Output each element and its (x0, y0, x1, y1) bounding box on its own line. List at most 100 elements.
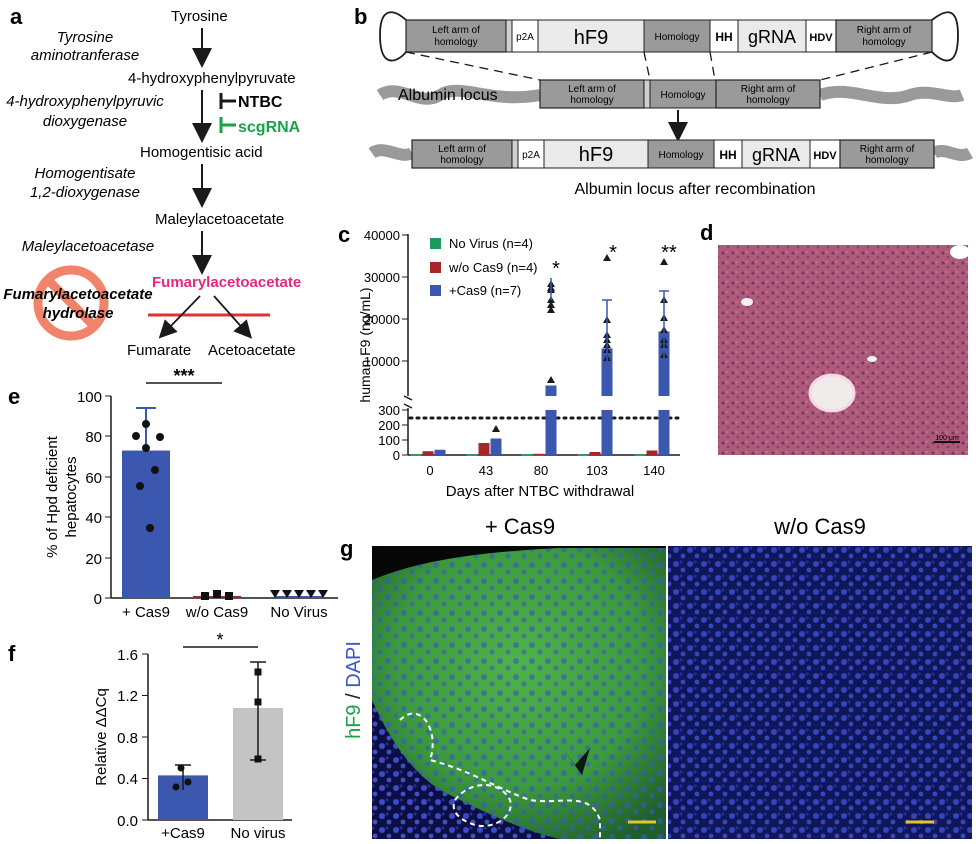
donor-homology: Homology (654, 32, 699, 43)
rec-homology: Homology (658, 150, 703, 161)
enzyme-5b: hydrolase (43, 305, 114, 322)
f-ytick-0.4: 0.4 (117, 771, 138, 788)
e-square-2 (225, 592, 233, 600)
panel-letter-c: c (338, 222, 350, 247)
metabolite-maleyl: Maleylacetoacetate (155, 211, 284, 228)
enzyme-3b: 1,2-dioxygenase (30, 184, 140, 201)
c-bars (410, 254, 670, 456)
ban-icon (33, 265, 109, 341)
c-star-140: ** (661, 242, 677, 264)
arrow-acetoacetate (213, 295, 252, 339)
e-ytick-40: 40 (85, 510, 102, 527)
rec-p2a: p2A (522, 150, 540, 161)
product-fumarate: Fumarate (127, 342, 191, 359)
c-bar-0-4 (634, 454, 646, 456)
c-legend-swatch-cas9 (430, 285, 441, 296)
donor-hf9: hF9 (574, 27, 608, 49)
metabolite-fumaryl: Fumarylacetoacetate (152, 274, 301, 291)
recombined-label: Albumin locus after recombination (574, 181, 815, 198)
f-ytick-1.6: 1.6 (117, 647, 138, 664)
locus-homology: Homology (660, 90, 705, 101)
e-tri-2 (294, 590, 304, 598)
e-xtick-novirus: No Virus (270, 604, 327, 621)
c-legend-cas9: +Cas9 (n=7) (449, 283, 521, 298)
inhibitor-scgrna: scgRNA (238, 119, 301, 136)
locus-right-1: Right arm of (741, 84, 796, 95)
f-bars (158, 661, 283, 820)
e-point-3 (142, 444, 150, 452)
f-xtick-novirus: No virus (230, 825, 285, 842)
panel-d: d 100 μm (700, 220, 970, 455)
e-point-5 (136, 482, 144, 490)
c-bar-1-3 (589, 452, 601, 455)
c-ylabel: human F9 (ng/mL) (357, 287, 373, 402)
c-bar-2-2 (545, 385, 557, 396)
f-point-1-1 (254, 698, 262, 706)
c-xtick-140: 140 (643, 463, 665, 478)
e-ytick-100: 100 (77, 389, 102, 406)
c-xtick-0: 0 (426, 463, 433, 478)
f-point-0-2 (184, 778, 192, 786)
f-point-0-0 (177, 764, 185, 772)
f-ylabel: Relative ΔΔCq (93, 688, 110, 786)
e-square-0 (201, 592, 209, 600)
panel-f: f 1.6 1.2 0.8 0.4 0.0 Relative ΔΔCq * +C… (8, 630, 292, 842)
panel-letter-b: b (354, 4, 367, 29)
c-point-2-0 (660, 258, 668, 265)
c-bar-0-0 (410, 454, 422, 456)
c-bar-0-2 (521, 454, 533, 456)
inhibitor-ntbc: NTBC (238, 94, 283, 111)
product-acetoacetate: Acetoacetate (208, 342, 296, 359)
e-square-1 (213, 590, 221, 598)
c-bar-1-2 (533, 453, 545, 456)
panel-a: a Tyrosine Tyrosine aminotranferase 4-hy… (3, 4, 301, 359)
c-ytick-20000: 20000 (364, 312, 400, 327)
c-bar-0-3 (577, 454, 589, 456)
metabolite-homogentisic: Homogentisic acid (140, 144, 263, 161)
c-xtick-103: 103 (586, 463, 608, 478)
c-star-103: * (609, 242, 617, 264)
enzyme-1a: Tyrosine (57, 29, 113, 46)
c-star-80: * (552, 258, 560, 280)
c-bar-2-3-lower (601, 410, 613, 455)
he-stain-image (718, 245, 968, 455)
c-upper-ticks: 40000 30000 20000 10000 (364, 228, 408, 369)
panel-c: c 40000 30000 20000 10000 300 200 100 0 … (338, 222, 682, 500)
c-xticks: 0 43 80 103 140 (426, 463, 664, 478)
locus-left-2: homology (570, 95, 613, 106)
f-ytick-1.2: 1.2 (117, 688, 138, 705)
enzyme-2b: dioxygenase (43, 113, 127, 130)
locus-left-1: Left arm of (568, 84, 616, 95)
c-bar-2-2-lower (545, 410, 557, 455)
e-xtick-wocas9: w/o Cas9 (185, 604, 249, 621)
c-ytick-30000: 30000 (364, 270, 400, 285)
panel-letter-d: d (700, 220, 713, 245)
donor-construct: Left arm of homology p2A hF9 Homology HH… (405, 19, 933, 53)
donor-left-arm-1: Left arm of (432, 25, 480, 36)
donor-hdv: HDV (809, 32, 833, 44)
svg-text:hF9 / DAPI: hF9 / DAPI (343, 641, 365, 739)
c-ytick-200: 200 (378, 418, 400, 433)
c-legend-swatch-novirus (430, 238, 441, 249)
panel-letter-a: a (10, 4, 23, 29)
rec-hh: HH (719, 148, 736, 162)
albumin-locus-label: Albumin locus (398, 87, 498, 104)
g-image-cas9 (372, 546, 666, 839)
f-point-1-2 (254, 755, 262, 763)
c-point-0-4 (547, 301, 555, 308)
donor-right-arm-2: homology (862, 37, 905, 48)
c-ytick-300: 300 (378, 403, 400, 418)
panel-e: e 100 80 60 40 20 0 % of Hpd deficient h… (8, 366, 338, 621)
e-tri-1 (282, 590, 292, 598)
g-axis-dapi: DAPI (343, 641, 365, 688)
f-yticks: 1.6 1.2 0.8 0.4 0.0 (117, 647, 148, 830)
g-axis-hf9: hF9 (343, 704, 365, 738)
f-ytick-0.0: 0.0 (117, 813, 138, 830)
f-sig-label: * (216, 630, 223, 650)
e-bar-0 (122, 450, 170, 598)
donor-right-arm-1: Right arm of (857, 25, 912, 36)
e-ytick-20: 20 (85, 551, 102, 568)
e-tri-4 (318, 590, 328, 598)
enzyme-3a: Homogentisate (35, 165, 136, 182)
